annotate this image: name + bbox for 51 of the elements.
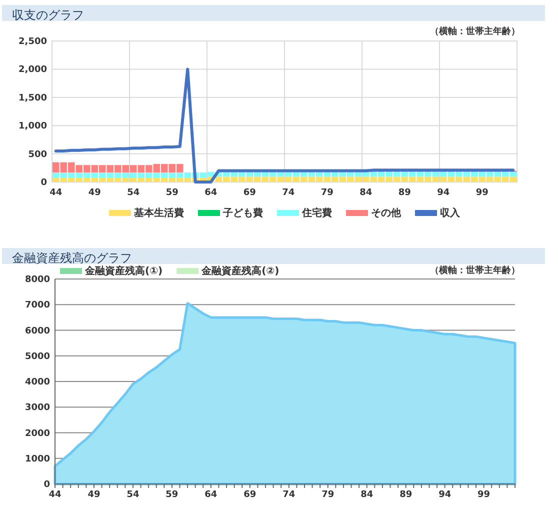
x-tick-label: 94 bbox=[438, 490, 452, 500]
x-tick-label: 84 bbox=[360, 490, 374, 500]
chart-title: 金融資産残高のグラフ bbox=[12, 251, 132, 265]
legend-label: 収入 bbox=[440, 207, 461, 219]
chart-title: 収支のグラフ bbox=[12, 8, 84, 22]
x-tick-label: 49 bbox=[88, 188, 101, 198]
y-tick-label: 4000 bbox=[24, 378, 50, 388]
x-tick-label: 94 bbox=[437, 188, 450, 198]
x-tick-label: 64 bbox=[204, 188, 218, 198]
line-series bbox=[54, 68, 515, 184]
x-tick-label: 69 bbox=[243, 188, 256, 198]
y-tick-label: 1000 bbox=[24, 454, 50, 464]
y-tick-label: 1,500 bbox=[18, 93, 47, 104]
y-tick-label: 2000 bbox=[24, 428, 50, 439]
x-tick-label: 74 bbox=[282, 490, 296, 500]
x-tick-label: 99 bbox=[476, 188, 488, 198]
legend-label: 金融資産残高(②) bbox=[200, 265, 280, 277]
text: （横軸：世帯主年齢） bbox=[430, 26, 520, 37]
legend-label: その他 bbox=[371, 207, 402, 219]
x-tick-label: 89 bbox=[398, 188, 411, 198]
x-tick-label: 59 bbox=[166, 490, 178, 500]
y-tick-label: 1,000 bbox=[18, 122, 47, 132]
y-tick-label: 8000 bbox=[24, 275, 50, 285]
x-tick-label: 74 bbox=[282, 188, 295, 198]
y-tick-label: 500 bbox=[28, 150, 47, 160]
x-tick-label: 84 bbox=[360, 188, 372, 198]
y-tick-label: 0 bbox=[44, 480, 50, 490]
y-tick-label: 0 bbox=[40, 178, 47, 188]
x-tick-label: 44 bbox=[48, 490, 62, 500]
x-tick-label: 59 bbox=[166, 188, 178, 198]
y-tick-label: 3000 bbox=[24, 403, 50, 414]
y-tick-label: 7000 bbox=[24, 300, 50, 311]
y-tick-label: 2,000 bbox=[18, 65, 47, 76]
x-tick-label: 69 bbox=[244, 490, 256, 500]
y-tick-label: 5000 bbox=[24, 352, 50, 362]
x-tick-label: 44 bbox=[50, 188, 62, 198]
text: （横軸：世帯主年齢） bbox=[430, 265, 520, 276]
legend-label: 金融資産残高(①) bbox=[84, 265, 163, 277]
legend-label: 基本生活費 bbox=[133, 207, 184, 219]
x-tick-label: 49 bbox=[88, 490, 100, 500]
legend-label: 住宅費 bbox=[301, 207, 332, 219]
x-tick-label: 54 bbox=[126, 490, 140, 500]
x-tick-label: 99 bbox=[478, 490, 490, 500]
x-tick-label: 79 bbox=[320, 188, 334, 198]
x-tick-label: 79 bbox=[322, 490, 334, 500]
y-tick-label: 6000 bbox=[24, 326, 50, 336]
y-tick-label: 2,500 bbox=[18, 37, 47, 47]
x-tick-label: 54 bbox=[127, 188, 140, 198]
x-tick-label: 64 bbox=[204, 490, 218, 500]
x-tick-label: 89 bbox=[400, 490, 412, 500]
legend-label: 子ども費 bbox=[222, 207, 263, 219]
